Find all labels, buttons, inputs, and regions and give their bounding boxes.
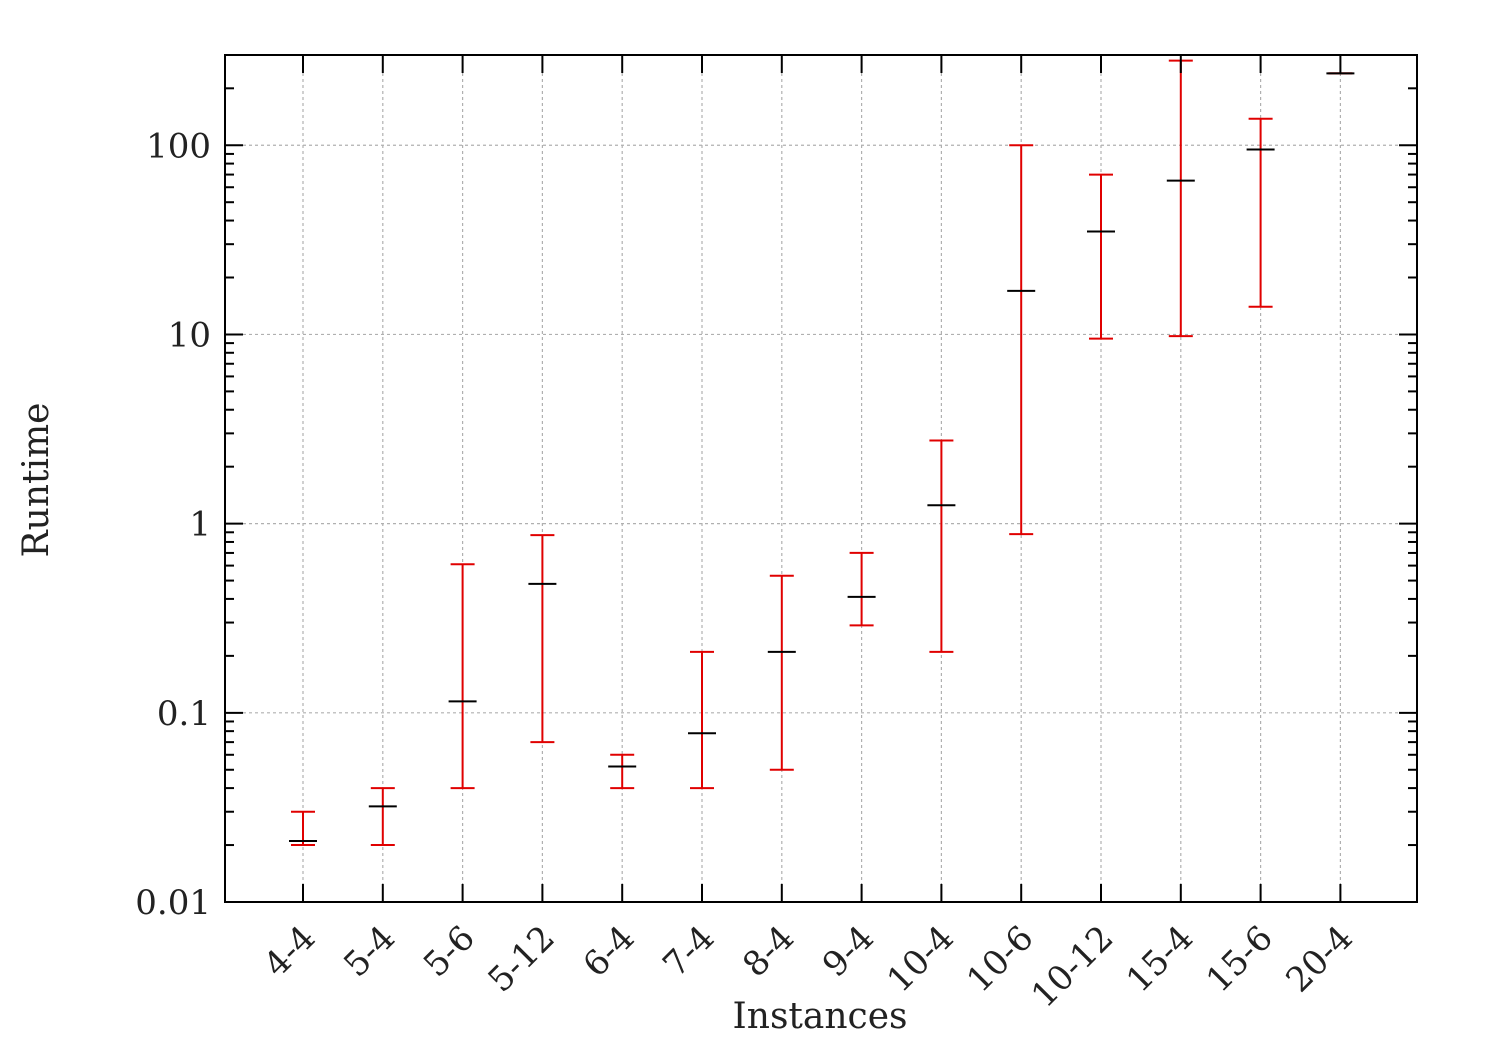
y-tick-label: 1 (189, 505, 211, 545)
x-axis-title: Instances (733, 996, 908, 1037)
y-tick-label: 0.01 (135, 883, 211, 923)
y-tick-label: 10 (168, 315, 211, 355)
y-axis-title: Runtime (16, 403, 57, 558)
plot-frame (224, 54, 1418, 903)
grid-lines (225, 55, 1417, 902)
axis-ticks (225, 54, 1417, 903)
y-tick-label: 100 (146, 126, 211, 166)
y-tick-label: 0.1 (157, 694, 211, 734)
error-bars (289, 59, 1355, 847)
